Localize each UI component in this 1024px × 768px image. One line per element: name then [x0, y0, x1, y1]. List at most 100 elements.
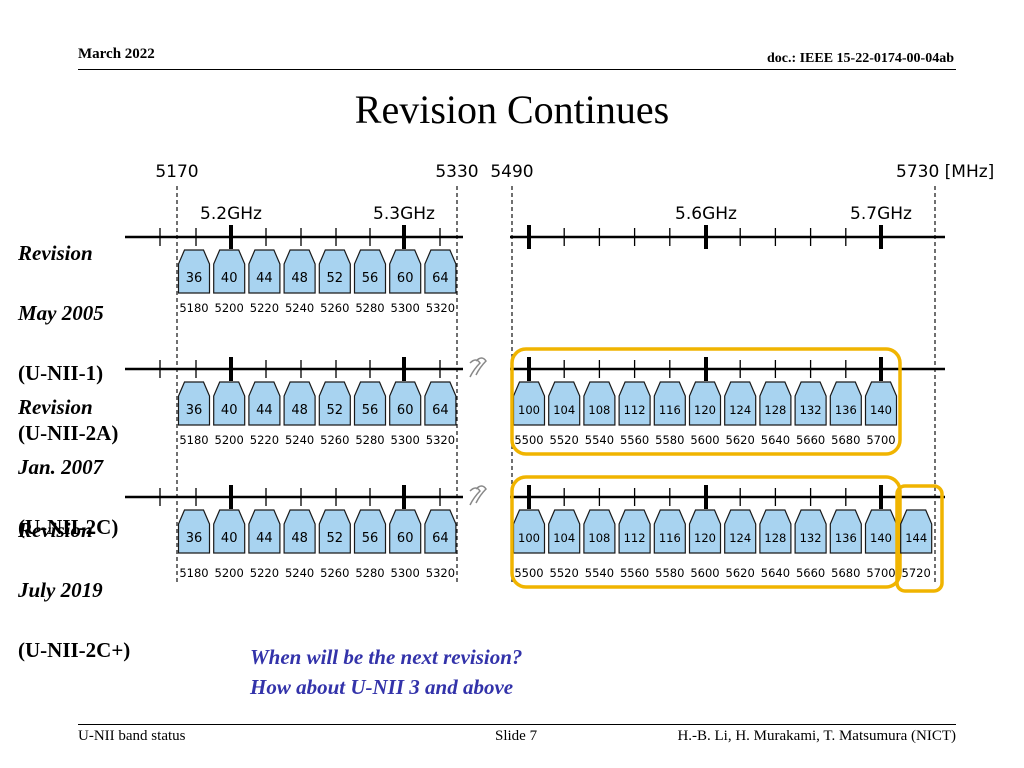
low-band-channel-number: 52 [327, 271, 344, 286]
low-band-channel-shape [353, 381, 387, 426]
unii-2c-channel-shape [794, 381, 827, 426]
unii-2c-channel-shape [829, 509, 862, 554]
unii-2c-plus-channel-shape [900, 509, 933, 554]
revision-word: Revision [18, 241, 93, 265]
unii-2c-channel-number: 100 [518, 531, 540, 545]
unii-2c-channel-frequency: 5520 [550, 433, 579, 447]
unii-2c-channel-number: 112 [624, 531, 646, 545]
low-band-channel-number: 64 [432, 271, 449, 286]
low-band-channel-shape [248, 381, 281, 426]
low-band-channel-shape [389, 249, 422, 294]
unii-2c-channel-frequency: 5560 [620, 566, 649, 580]
unii-2c-channel-shape [618, 509, 651, 554]
unii-2c-channel-shape [618, 381, 651, 426]
unii-2c-channel-frequency: 5660 [796, 566, 825, 580]
low-band-channel-shape [177, 249, 211, 294]
header-divider [78, 69, 956, 70]
low-band-channel-number: 40 [221, 531, 238, 546]
low-band-channel-shape [177, 381, 211, 426]
low-band-channel-number: 60 [397, 403, 414, 418]
low-band-channel-frequency: 5200 [215, 301, 244, 315]
header-date: March 2022 [78, 46, 155, 62]
unii-2c-channel-shape [653, 509, 686, 554]
low-band-channel-frequency: 5240 [285, 301, 314, 315]
question-text: When will be the next revision? How abou… [250, 642, 522, 702]
axis-frequency-label: 5170 [155, 162, 198, 182]
low-band-channel-shape [424, 249, 457, 294]
low-band-channel-frequency: 5320 [426, 433, 455, 447]
low-band-channel-frequency: 5200 [215, 566, 244, 580]
unii-2c-channel-shape [759, 509, 792, 554]
unii-2c-channel-frequency: 5620 [726, 566, 755, 580]
unii-2c-channel-frequency: 5520 [550, 566, 579, 580]
low-band-channel-shape [283, 509, 316, 554]
low-band-channel-frequency: 5240 [285, 566, 314, 580]
unii-2c-channel-frequency: 5620 [726, 433, 755, 447]
low-band-channel-frequency: 5320 [426, 301, 455, 315]
low-band-channel-frequency: 5220 [250, 433, 279, 447]
unii-2c-highlight-box [510, 347, 902, 456]
low-band-channel-number: 44 [256, 403, 273, 418]
axis-frequency-label: 5730 [MHz] [896, 162, 994, 182]
unii-2c-channel-shape [864, 381, 898, 426]
unii-2c-channel-frequency: 5580 [655, 433, 684, 447]
unii-2c-channel-number: 104 [553, 403, 575, 417]
unii-2c-channel-frequency: 5540 [585, 433, 614, 447]
revision-date: July 2019 [18, 578, 103, 602]
axis-frequency-label: 5330 [435, 162, 478, 182]
low-band-channel-shape [248, 249, 281, 294]
low-band-channel-number: 56 [362, 271, 379, 286]
low-band-channel-frequency: 5220 [250, 301, 279, 315]
unii-2c-channel-number: 116 [659, 403, 681, 417]
low-band-channel-number: 56 [362, 403, 379, 418]
axis-ghz-label: 5.3GHz [373, 204, 435, 224]
footer-divider [78, 724, 956, 725]
unii-2c-channel-number: 136 [835, 531, 857, 545]
unii-2c-channel-number: 128 [764, 531, 786, 545]
low-band-channel-shape [318, 381, 351, 426]
low-band-channel-number: 48 [291, 271, 308, 286]
unii-2c-channel-shape [724, 381, 757, 426]
low-band-channel-shape [177, 509, 211, 554]
unii-2c-plus-channel-frequency: 5720 [902, 566, 931, 580]
low-band-channel-frequency: 5180 [179, 433, 208, 447]
unii-2c-channel-number: 132 [800, 403, 822, 417]
low-band-channel-frequency: 5180 [179, 566, 208, 580]
low-band-channel-number: 44 [256, 531, 273, 546]
unii-2c-channel-number: 128 [764, 403, 786, 417]
unii-2c-channel-frequency: 5600 [690, 566, 719, 580]
unii-2c-channel-number: 108 [588, 403, 610, 417]
unii-2c-channel-number: 112 [624, 403, 646, 417]
unii-2c-channel-frequency: 5640 [761, 433, 790, 447]
revision-band: (U-NII-1) [18, 361, 104, 385]
low-band-channel-frequency: 5260 [320, 566, 349, 580]
unii-2c-channel-shape [794, 509, 827, 554]
low-band-channel-number: 60 [397, 531, 414, 546]
low-band-channel-shape [389, 509, 422, 554]
low-band-channel-frequency: 5280 [355, 301, 384, 315]
axis-ghz-label: 5.7GHz [850, 204, 912, 224]
low-band-channel-number: 64 [432, 403, 449, 418]
revision-band: (U-NII-2C+) [18, 638, 131, 662]
low-band-channel-shape [318, 249, 351, 294]
unii-2c-channel-shape [724, 509, 757, 554]
unii-2c-channel-shape [583, 381, 616, 426]
low-band-channel-shape [424, 381, 457, 426]
revision-label-2005: Revision May 2005 (U-NII-1) (U-NII-2A) [18, 208, 118, 478]
low-band-channel-shape [389, 381, 422, 426]
revision-label-2007: Revision Jan. 2007 (U-NII-2C) [18, 362, 118, 572]
unii-2c-channel-frequency: 5540 [585, 566, 614, 580]
unii-2c-channel-frequency: 5500 [514, 433, 543, 447]
header-doc-id: doc.: IEEE 15-22-0174-00-04ab [766, 51, 954, 66]
low-band-channel-shape [353, 249, 387, 294]
footer-slide-number: Slide 7 [495, 728, 538, 744]
footer-topic: U-NII band status [78, 728, 186, 744]
revision-label-2019: Revision July 2019 (U-NII-2C+) [18, 485, 130, 695]
unii-2c-channel-number: 136 [835, 403, 857, 417]
low-band-channel-frequency: 5320 [426, 566, 455, 580]
unii-2c-channel-shape [583, 509, 616, 554]
low-band-channel-number: 52 [327, 403, 344, 418]
low-band-channel-frequency: 5280 [355, 566, 384, 580]
unii-2c-plus-channel-number: 144 [905, 531, 927, 545]
